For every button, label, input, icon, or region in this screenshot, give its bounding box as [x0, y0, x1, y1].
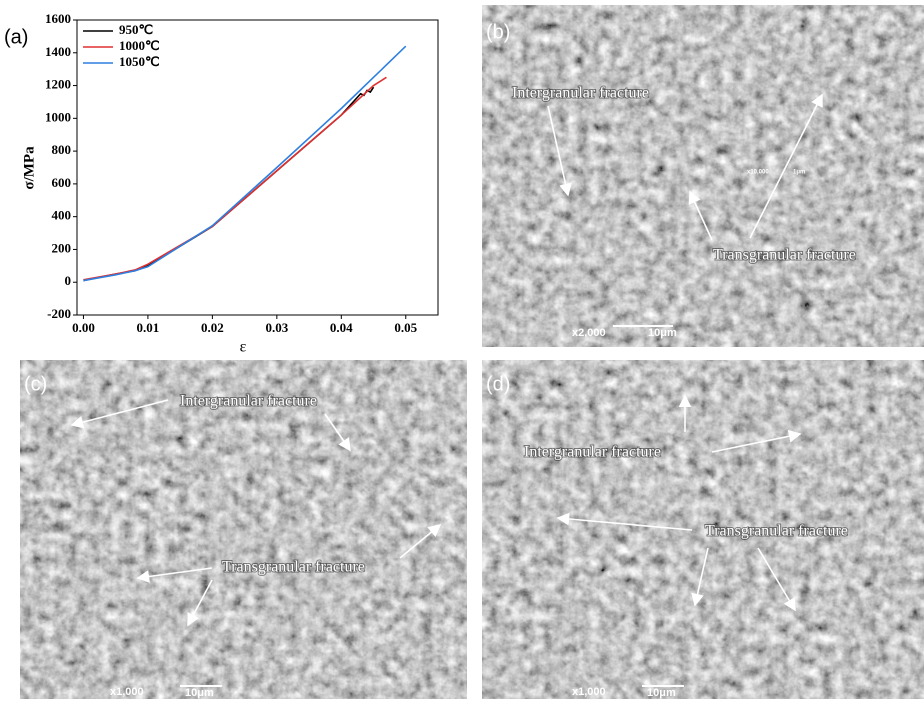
magnification: x2,000 [572, 327, 606, 339]
panel-label: (c) [24, 373, 47, 395]
data-line [83, 46, 405, 280]
x-tick-label: 0.01 [137, 320, 160, 335]
magnification: x1,000 [110, 686, 144, 698]
y-tick-label: 800 [52, 142, 72, 157]
annotation: Intergranular fracture [180, 393, 317, 410]
x-tick-label: 0.02 [201, 320, 224, 335]
y-axis-label: σ/MPa [21, 146, 37, 190]
sem-image [482, 360, 924, 699]
sem-image [20, 360, 467, 699]
y-tick-label: 600 [52, 175, 72, 190]
legend-label: 1050℃ [119, 54, 160, 69]
y-tick-label: -200 [47, 306, 71, 321]
y-tick-label: 1000 [45, 109, 71, 124]
data-line [83, 87, 373, 280]
panel-label: (d) [486, 373, 510, 395]
magnification: x1,000 [572, 686, 606, 698]
scale-label: 10μm [648, 327, 677, 339]
y-tick-label: 1600 [45, 11, 71, 26]
legend-label: 950℃ [119, 22, 153, 37]
y-tick-label: 1200 [45, 77, 71, 92]
y-tick-label: 0 [65, 273, 72, 288]
magnification: x10,000 [747, 170, 769, 176]
annotation: Intergranular fracture [512, 85, 649, 102]
x-tick-label: 0.05 [394, 320, 417, 335]
annotation: Transgranular fracture [222, 559, 365, 576]
x-axis-label: ε [240, 339, 247, 356]
chart: (a) σ/MPa ε -200 0 200 400 600 800 1000 1200 140… [4, 11, 438, 356]
x-tick-label: 0.00 [72, 320, 95, 335]
annotation: Intergranular fracture [524, 444, 661, 461]
scale-label: 10μm [647, 687, 676, 699]
y-tick-label: 200 [52, 240, 72, 255]
legend-label: 1000℃ [119, 38, 160, 53]
figure: (b) Intergranular fracture Transgranular… [0, 0, 924, 699]
annotation: Transgranular fracture [705, 523, 848, 540]
inset-image [707, 5, 924, 180]
panel-label: (b) [486, 21, 510, 43]
x-tick-label: 0.04 [330, 320, 353, 335]
y-tick-label: 400 [52, 208, 72, 223]
y-tick-label: 1400 [45, 44, 71, 59]
panel-label: (a) [4, 26, 28, 48]
scale-label: 1μm [793, 170, 805, 176]
x-tick-label: 0.03 [265, 320, 288, 335]
scale-label: 10μm [185, 687, 214, 699]
annotation: Transgranular fracture [713, 247, 856, 264]
